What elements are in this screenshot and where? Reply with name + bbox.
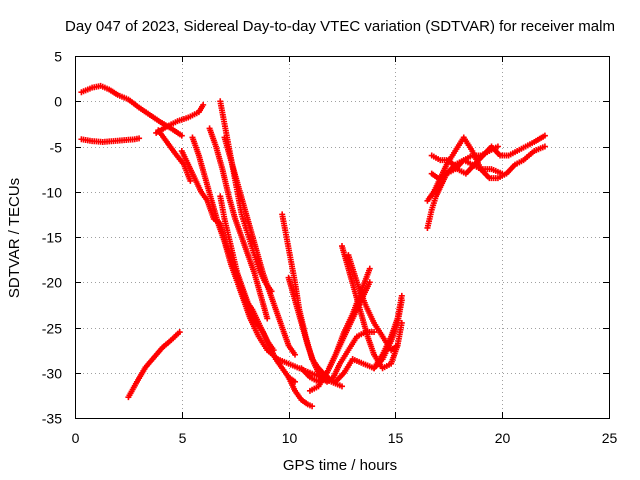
data-point: [264, 315, 271, 322]
data-point: [187, 177, 194, 184]
series-arc-low-left: [125, 329, 183, 401]
data-point: [494, 143, 501, 150]
y-tick-label: 5: [54, 49, 62, 65]
series-arc-e: [206, 125, 271, 322]
x-tick-label: 25: [602, 430, 618, 446]
data-point: [371, 329, 378, 336]
x-tick-label: 10: [282, 430, 298, 446]
series-arc-h: [189, 134, 345, 390]
data-point: [309, 403, 316, 410]
data-point: [200, 101, 207, 108]
data-point: [178, 132, 185, 139]
series-arc-left-flat: [78, 135, 143, 145]
y-tick-label: -30: [42, 366, 62, 382]
grid: [75, 56, 609, 418]
y-tick-label: -15: [42, 230, 62, 246]
data-point: [136, 135, 143, 142]
x-tick-label: 5: [179, 430, 187, 446]
x-tick-label: 0: [72, 430, 80, 446]
series-arc-a: [153, 101, 207, 136]
series-arc-n: [339, 243, 401, 372]
series-arc-q: [371, 297, 405, 372]
series-arc-f: [217, 98, 275, 295]
series-arc-r: [424, 157, 506, 231]
tick-labels: 0 5 10 15 20 25 5 0 -5 -10 -15 -20 -25 -30 -35: [42, 49, 618, 447]
data-marks: [78, 82, 548, 410]
data-point: [339, 383, 345, 390]
data-point: [541, 143, 548, 150]
y-tick-label: -10: [42, 185, 62, 201]
data-point: [366, 279, 373, 286]
x-axis-label: GPS time / hours: [283, 457, 397, 474]
data-point: [366, 265, 373, 272]
data-point: [541, 132, 548, 139]
y-tick-label: -25: [42, 321, 62, 337]
data-point: [292, 351, 299, 358]
y-tick-label: 0: [54, 94, 62, 110]
y-axis-label: SDTVAR / TECUs: [6, 178, 23, 298]
data-point: [398, 297, 405, 304]
series-arc-o: [345, 252, 405, 354]
data-point: [176, 329, 183, 336]
series-arc-k: [285, 374, 316, 410]
series-arc-top-left: [78, 82, 185, 139]
y-tick-label: -20: [42, 275, 62, 291]
series-arc-b: [155, 127, 194, 184]
series-arc-u: [428, 143, 501, 182]
y-tick-label: -5: [50, 140, 63, 156]
series-arc-m: [306, 279, 373, 394]
x-tick-label: 20: [495, 430, 511, 446]
x-tick-label: 15: [388, 430, 404, 446]
axis-ticks: [75, 56, 610, 419]
series-arc-g: [221, 134, 299, 358]
chart-title: Day 047 of 2023, Sidereal Day-to-day VTE…: [65, 18, 615, 35]
y-tick-label: -35: [42, 411, 62, 427]
